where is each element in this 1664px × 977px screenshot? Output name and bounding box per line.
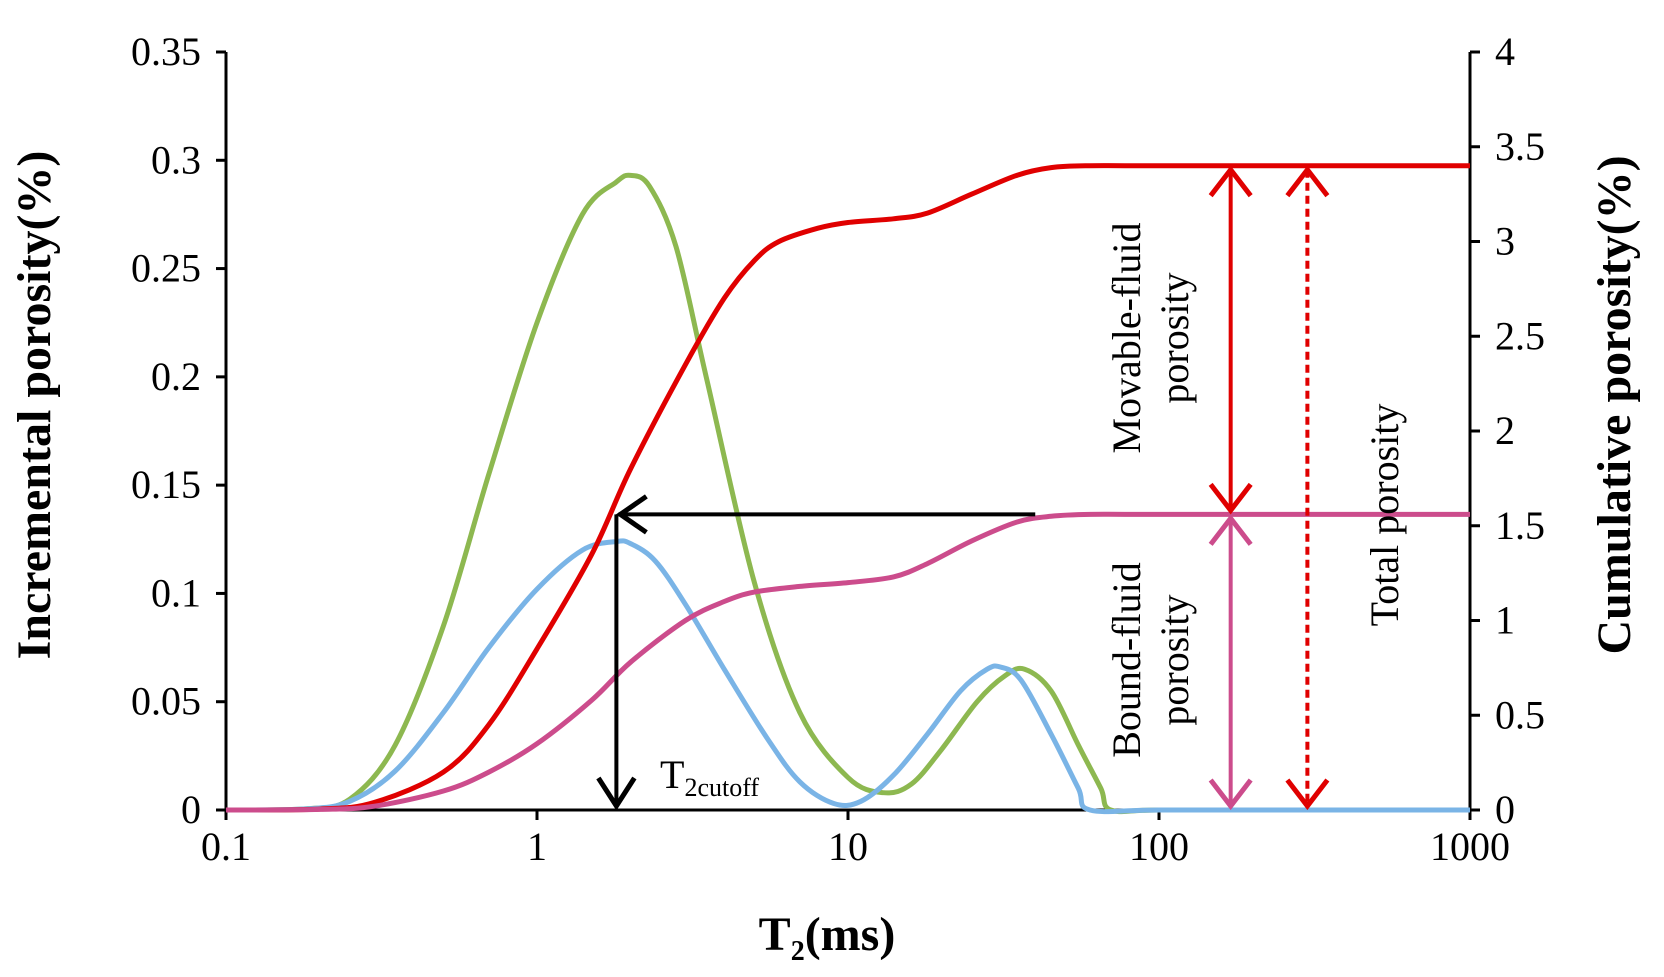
- x-axis-title-tail: (ms): [805, 908, 896, 961]
- annotation-layer: [596, 165, 1330, 811]
- cutoff-vertical-arrowhead: [596, 776, 637, 811]
- y-right-tick-label: 4: [1495, 29, 1515, 74]
- y-left-tick-label: 0.15: [131, 462, 201, 507]
- y-right-tick-label: 2: [1495, 408, 1515, 453]
- y-right-tick-label: 1: [1495, 598, 1515, 643]
- x-tick-label: 100: [1129, 824, 1189, 869]
- y-left-tick-label: 0.05: [131, 679, 201, 724]
- y-left-tick-label: 0: [181, 787, 201, 832]
- x-tick-label: 0.1: [201, 824, 251, 869]
- axes: 0.1 1 10 100 100000.050.10.150.20.250.30.350…: [131, 29, 1545, 869]
- y-right-tick-label: 2.5: [1495, 313, 1545, 358]
- y-right-tick-label: 0.5: [1495, 692, 1545, 737]
- bound-fluid-label-line1: Bound-fluid: [1104, 562, 1149, 758]
- cutoff-horizontal-arrowhead: [615, 494, 648, 535]
- t2cutoff-label: T2cutoff: [660, 752, 759, 802]
- series-layer: [225, 163, 1470, 815]
- bound-fluid-arrow-head-bottom: [1208, 778, 1253, 811]
- x-axis-title-main: T: [759, 908, 791, 961]
- series-red-cumulative: [225, 163, 1470, 813]
- y-left-tick-label: 0.25: [131, 246, 201, 291]
- total-porosity-arrow-head-bottom: [1285, 778, 1330, 811]
- movable-fluid-arrow-head-bottom: [1208, 482, 1253, 515]
- movable-fluid-label-line2: porosity: [1152, 272, 1197, 403]
- y-right-tick-label: 1.5: [1495, 503, 1545, 548]
- y-left-tick-label: 0.1: [151, 570, 201, 615]
- y-right-tick-label: 3: [1495, 219, 1515, 264]
- movable-fluid-label-line1: Movable-fluid: [1104, 222, 1149, 453]
- y-left-tick-label: 0.2: [151, 354, 201, 399]
- total-porosity-arrow-head-top: [1285, 165, 1330, 198]
- x-tick-label: 10: [828, 824, 868, 869]
- y-right-tick-label: 3.5: [1495, 124, 1545, 169]
- t2cutoff-label-sub: 2cutoff: [684, 773, 759, 802]
- y-left-tick-label: 0.3: [151, 137, 201, 182]
- movable-fluid-arrow-head-top: [1208, 165, 1253, 198]
- total-porosity-label: Total porosity: [1362, 404, 1407, 627]
- bound-fluid-arrow-head-top: [1208, 514, 1253, 546]
- series-blue-incremental: [225, 538, 1470, 815]
- y-right-tick-label: 0: [1495, 787, 1515, 832]
- series-green-incremental: [225, 172, 1470, 815]
- t2cutoff-label-main: T: [660, 752, 684, 797]
- x-tick-label: 1000: [1430, 824, 1510, 869]
- y-right-axis-title: Cumulative porosity(%): [1588, 155, 1641, 654]
- x-tick-label: 1: [527, 824, 547, 869]
- bound-fluid-label-line2: porosity: [1152, 594, 1197, 725]
- x-axis-title-sub: 2: [791, 936, 805, 967]
- series-magenta-cumulative: [225, 511, 1470, 813]
- y-left-axis-title: Incremental porosity(%): [8, 151, 61, 660]
- y-left-tick-label: 0.35: [131, 29, 201, 74]
- x-axis-title: T2(ms): [759, 908, 896, 967]
